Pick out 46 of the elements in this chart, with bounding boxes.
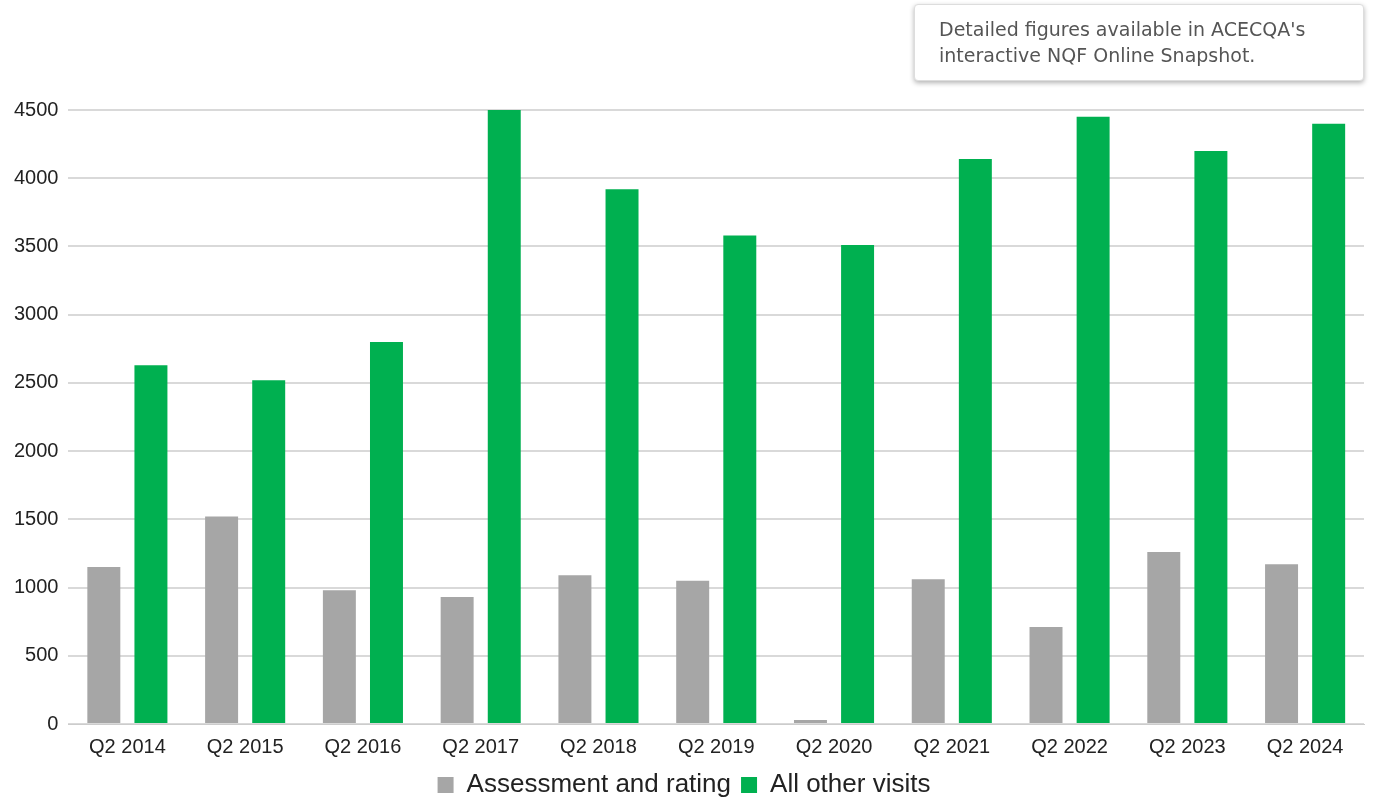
bar <box>369 341 403 723</box>
y-tick-label: 3500 <box>13 233 59 256</box>
bar <box>958 159 992 723</box>
y-tick-label: 4500 <box>13 97 59 120</box>
y-tick-label: 1000 <box>13 575 59 598</box>
x-tick-label: Q2 2024 <box>1266 734 1344 757</box>
bar <box>1076 116 1110 723</box>
y-tick-label: 2000 <box>13 438 59 461</box>
x-tick-label: Q2 2021 <box>913 734 991 757</box>
bar <box>205 516 239 723</box>
bar <box>723 235 757 723</box>
x-tick-label: Q2 2016 <box>324 734 402 757</box>
x-tick-label: Q2 2018 <box>560 734 637 757</box>
bar <box>1312 123 1346 723</box>
y-tick-label: 2500 <box>13 370 59 393</box>
bar <box>87 567 121 723</box>
bar <box>252 380 286 723</box>
bar <box>793 719 827 723</box>
bar <box>605 189 639 723</box>
text: Detailed figures available in ACECQA's interactive NQF Online Snapshot. <box>914 4 1364 82</box>
bar <box>440 597 474 723</box>
y-tick-label: 3000 <box>13 302 59 325</box>
x-tick-label: Q2 2020 <box>795 734 873 757</box>
bar <box>487 110 521 723</box>
legend-label: All other visits <box>770 768 931 799</box>
bar <box>841 245 875 723</box>
y-tick-label: 1500 <box>13 506 59 529</box>
bar <box>322 590 356 723</box>
bar <box>676 580 710 723</box>
y-tick-label: 4000 <box>13 165 59 188</box>
bar <box>558 575 592 723</box>
bar <box>1147 552 1181 723</box>
legend-label: Assessment and rating <box>466 768 732 799</box>
bar <box>1265 564 1299 723</box>
x-tick-label: Q2 2023 <box>1148 734 1226 757</box>
bar <box>1029 627 1063 723</box>
x-tick-label: Q2 2022 <box>1031 734 1108 757</box>
bar <box>911 579 945 723</box>
y-tick-label: 500 <box>25 643 59 666</box>
x-tick-label: Q2 2019 <box>677 734 755 757</box>
bar <box>134 365 168 723</box>
x-tick-label: Q2 2017 <box>442 734 520 757</box>
x-tick-label: Q2 2014 <box>89 734 166 757</box>
bar <box>1194 150 1228 723</box>
y-tick-label: 0 <box>47 711 59 734</box>
x-tick-label: Q2 2015 <box>206 734 284 757</box>
